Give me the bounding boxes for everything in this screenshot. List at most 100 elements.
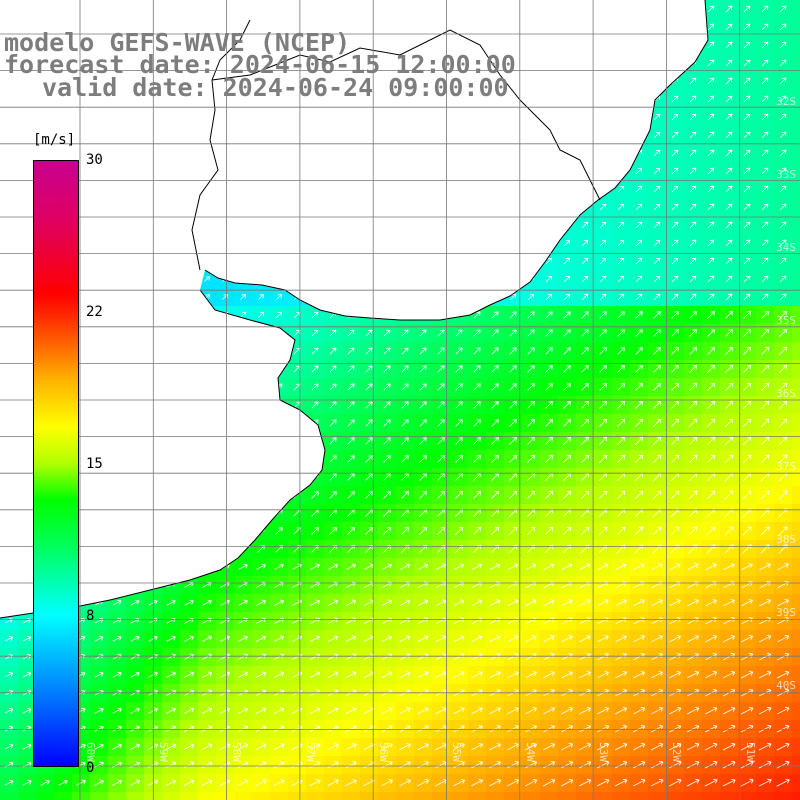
speed-cell: [738, 432, 757, 451]
speed-cell: [612, 504, 631, 523]
wind-arrow: [455, 419, 463, 427]
wind-arrow: [707, 311, 715, 319]
wind-arrow: [653, 131, 661, 139]
speed-cell: [756, 306, 775, 325]
speed-cell: [648, 468, 667, 487]
wind-arrow: [725, 95, 733, 103]
wind-arrow: [743, 23, 751, 31]
wind-arrow: [651, 617, 663, 625]
speed-cell: [720, 450, 739, 469]
speed-cell: [684, 522, 703, 541]
speed-cell: [774, 234, 793, 253]
wind-arrow: [632, 760, 646, 769]
speed-cell: [666, 270, 685, 289]
wind-arrow: [401, 455, 409, 463]
speed-cell: [720, 756, 739, 775]
model-title: modelo GEFS-WAVE (NCEP): [4, 28, 351, 57]
speed-cell: [774, 594, 793, 613]
speed-cell: [198, 702, 217, 721]
wind-arrow: [741, 563, 753, 571]
speed-cell: [720, 54, 739, 73]
wind-arrow: [725, 328, 734, 337]
speed-cell: [198, 576, 217, 595]
wind-arrow: [779, 59, 787, 67]
speed-cell: [612, 666, 631, 685]
wind-arrow: [597, 707, 610, 715]
speed-cell: [666, 648, 685, 667]
speed-cell: [18, 648, 37, 667]
speed-cell: [540, 738, 559, 757]
wind-arrow: [599, 221, 607, 229]
wind-arrow: [671, 185, 679, 193]
wind-arrow: [491, 437, 499, 445]
lon-label: 58W: [230, 742, 243, 762]
speed-cell: [234, 684, 253, 703]
speed-cell: [18, 684, 37, 703]
wind-arrow: [617, 293, 625, 301]
lat-label: 39S: [776, 606, 796, 619]
speed-cell: [504, 594, 523, 613]
speed-cell: [522, 396, 541, 415]
wind-arrow: [473, 347, 481, 355]
wind-arrow: [725, 131, 733, 139]
wind-arrow: [761, 95, 769, 103]
wind-arrow: [779, 275, 787, 283]
wind-arrow: [779, 23, 787, 31]
wind-arrow: [399, 707, 411, 715]
speed-cell: [648, 756, 667, 775]
wind-arrow: [761, 167, 769, 175]
wind-arrow: [740, 778, 754, 787]
speed-cell: [234, 702, 253, 721]
wind-arrow: [347, 455, 355, 463]
speed-cell: [720, 540, 739, 559]
wind-arrow: [669, 671, 682, 679]
wind-arrow: [455, 383, 463, 391]
wind-arrow: [580, 526, 590, 536]
speed-cell: [612, 450, 631, 469]
speed-cell: [702, 432, 721, 451]
speed-cell: [720, 738, 739, 757]
wind-arrow: [635, 275, 643, 283]
speed-cell: [684, 756, 703, 775]
speed-cell: [612, 378, 631, 397]
speed-cell: [666, 594, 685, 613]
speed-cell: [684, 324, 703, 343]
speed-cell: [648, 630, 667, 649]
speed-cell: [540, 756, 559, 775]
wind-arrow: [473, 419, 481, 427]
speed-cell: [540, 486, 559, 505]
speed-cell: [18, 774, 37, 793]
speed-cell: [540, 558, 559, 577]
speed-cell: [504, 486, 523, 505]
wind-arrow: [525, 743, 538, 751]
speed-cell: [126, 774, 145, 793]
speed-cell: [720, 0, 739, 19]
wind-arrow: [491, 329, 499, 337]
speed-cell: [540, 630, 559, 649]
wind-arrow: [759, 599, 771, 607]
wind-arrow: [597, 617, 609, 625]
wind-arrow: [22, 672, 32, 678]
speed-cell: [630, 396, 649, 415]
speed-cell: [342, 540, 361, 559]
speed-cell: [648, 648, 667, 667]
speed-cell: [738, 612, 757, 631]
wind-arrow: [776, 778, 790, 787]
wind-arrow: [761, 293, 769, 301]
speed-cell: [558, 684, 577, 703]
speed-cell: [756, 540, 775, 559]
wind-arrow: [724, 418, 734, 428]
speed-cell: [288, 594, 307, 613]
speed-cell: [558, 324, 577, 343]
wind-arrow: [707, 293, 715, 301]
speed-cell: [612, 360, 631, 379]
wind-arrow: [347, 419, 355, 427]
wind-arrow: [509, 329, 517, 337]
wind-arrow: [255, 761, 267, 768]
speed-cell: [522, 324, 541, 343]
speed-cell: [252, 576, 271, 595]
wind-arrow: [165, 761, 177, 768]
speed-cell: [594, 468, 613, 487]
wind-arrow: [329, 365, 337, 373]
wind-arrow: [671, 167, 679, 175]
